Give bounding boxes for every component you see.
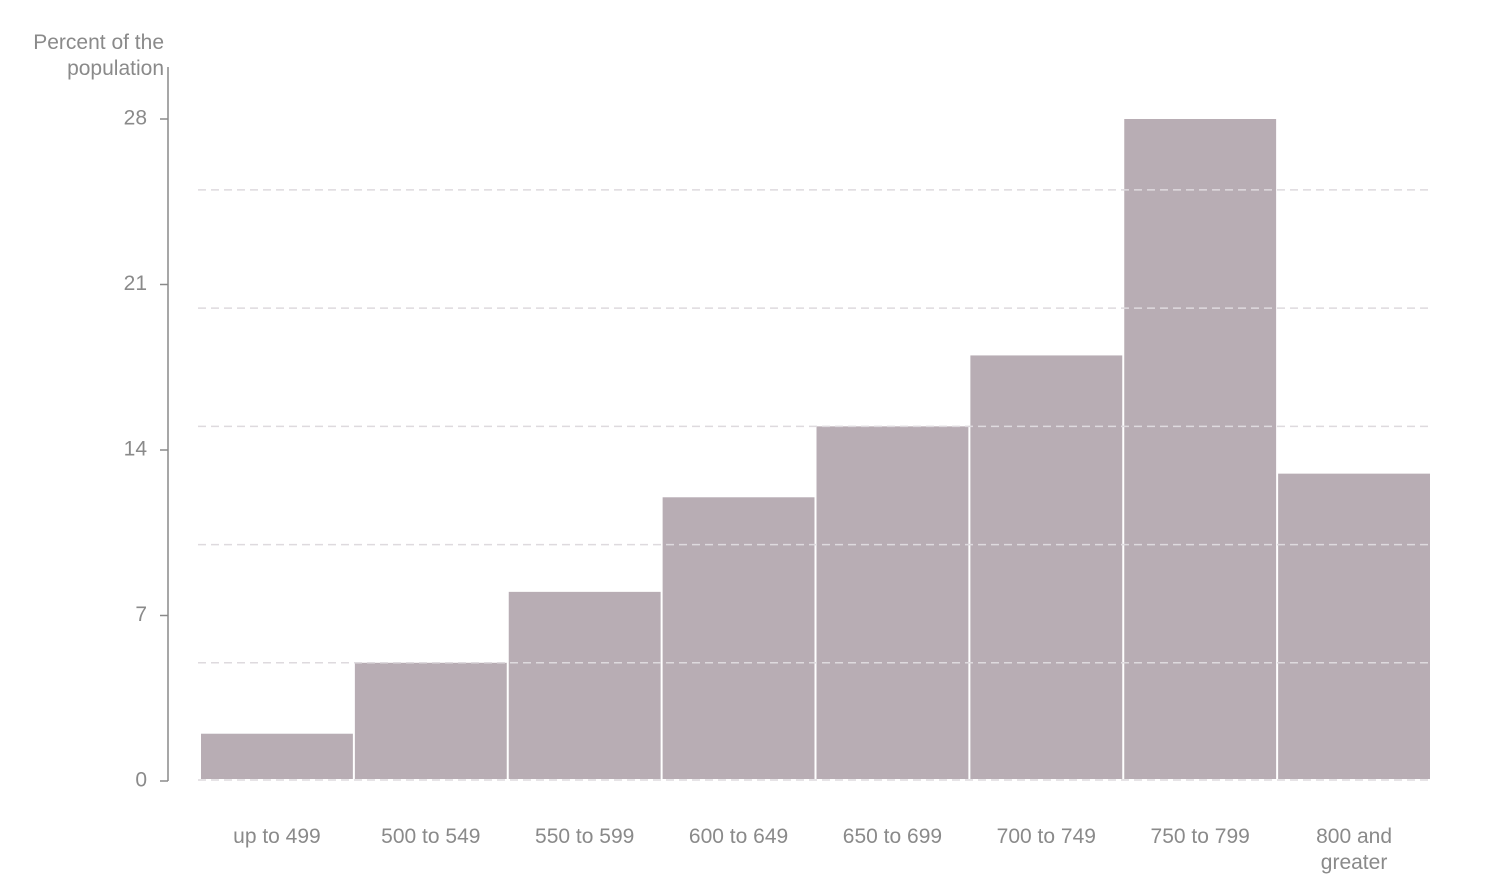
x-tick-label: 500 to 549	[381, 825, 481, 848]
bar	[201, 733, 353, 779]
y-tick-label: 21	[124, 272, 147, 295]
bar	[1278, 473, 1430, 779]
y-axis-label: Percent of the population	[33, 31, 164, 80]
bar	[662, 497, 815, 779]
x-tick-label: 600 to 649	[688, 825, 789, 848]
bar	[1124, 119, 1277, 779]
bar	[970, 355, 1123, 779]
x-tick-label: 650 to 699	[842, 825, 943, 848]
x-tick-label: 750 to 799	[1150, 825, 1250, 848]
x-tick-label: up to 499	[233, 825, 321, 848]
x-tick-label: 700 to 749	[996, 825, 1096, 848]
bar	[508, 591, 661, 779]
bar	[354, 662, 507, 779]
x-tick-label: 550 to 599	[535, 825, 635, 848]
bar	[816, 426, 969, 779]
y-tick-label: 28	[124, 107, 147, 130]
y-tick-label: 14	[124, 438, 148, 461]
y-tick-label: 7	[135, 603, 147, 626]
x-tick-label: 800 and greater	[1316, 825, 1393, 874]
y-tick-label: 0	[135, 769, 147, 792]
